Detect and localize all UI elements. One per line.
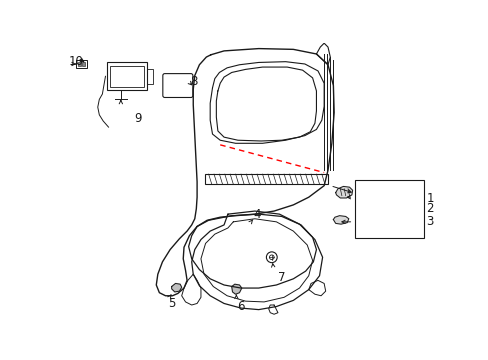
Bar [147,69,153,84]
Text: 1: 1 [426,192,433,205]
Text: 2: 2 [426,202,433,215]
Text: 9: 9 [134,112,141,126]
Bar [82,62,85,66]
Polygon shape [333,216,348,224]
Text: 7: 7 [278,271,285,284]
Bar [110,66,143,87]
Text: 4: 4 [253,208,261,221]
Bar [354,180,424,238]
Text: 5: 5 [168,297,175,310]
Text: 10: 10 [68,55,83,68]
Text: 6: 6 [237,300,244,313]
Text: 8: 8 [190,75,197,88]
Polygon shape [231,284,241,294]
Bar [78,62,81,66]
Polygon shape [335,186,352,198]
Polygon shape [171,283,182,292]
Bar [107,62,147,90]
Text: 3: 3 [426,215,433,228]
Bar [204,174,327,184]
